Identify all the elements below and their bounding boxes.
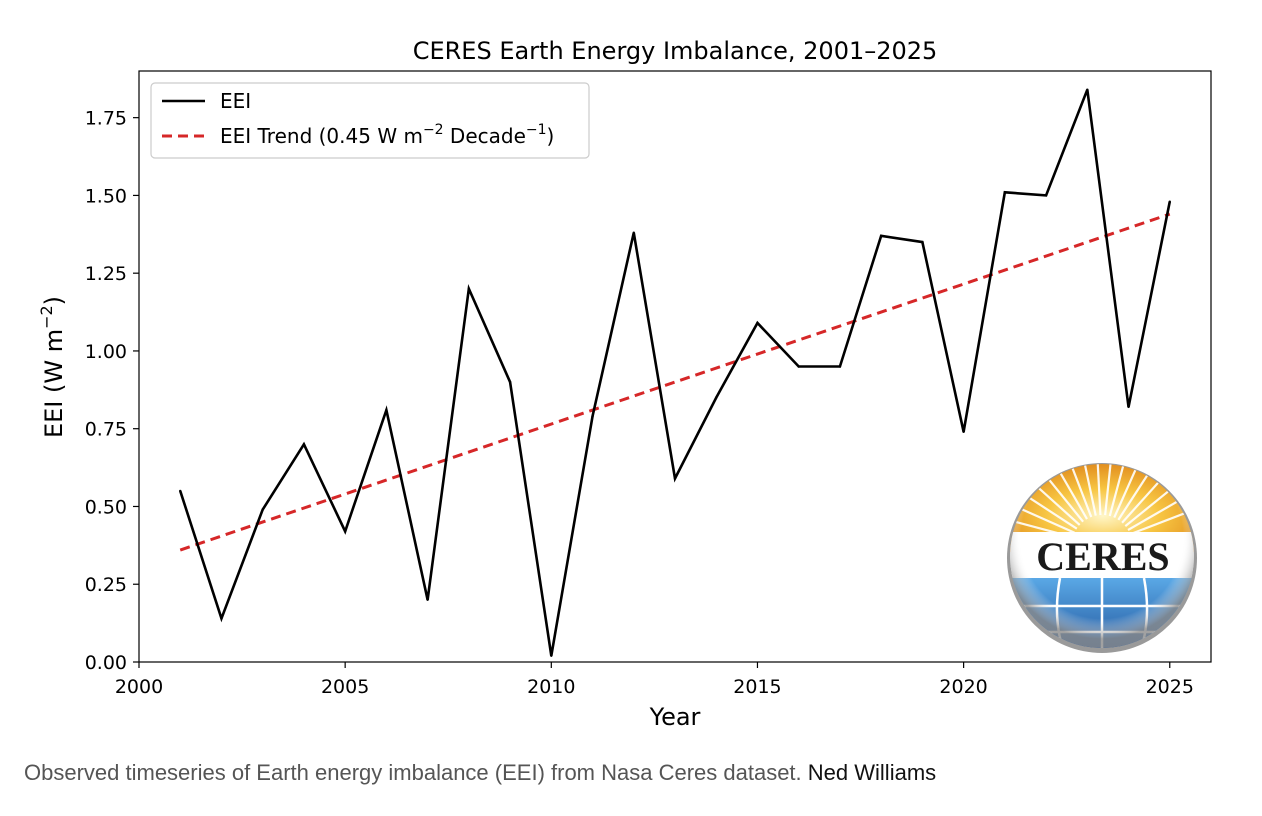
y-tick-label: 1.25 [85,263,127,285]
eei-points [179,88,1171,657]
ceres-logo: CERES [1007,463,1197,653]
eei-data-point [838,365,842,368]
legend: EEI EEI Trend (0.45 W m−2 Decade−1) [150,82,590,159]
legend-trend-label: EEI Trend (0.45 W m−2 Decade−1) [220,122,554,148]
eei-data-point [1168,200,1171,203]
eei-data-point [1044,194,1048,197]
chart-title: CERES Earth Energy Imbalance, 2001–2025 [413,37,938,65]
eei-data-point [508,380,512,384]
eei-data-point [426,598,429,601]
x-axis-label: Year [649,703,701,731]
plot-frame [138,70,1212,663]
y-tick-label: 0.75 [85,419,127,441]
eei-data-point [1127,405,1130,409]
eei-data-point [467,287,471,290]
eei-data-point [261,508,264,511]
eei-data-point [220,617,223,620]
y-tick-label: 0.00 [85,652,127,674]
eei-data-point [1003,191,1007,194]
caption-text: Observed timeseries of Earth energy imba… [24,760,802,785]
figure-caption: Observed timeseries of Earth energy imba… [24,760,936,786]
eei-data-point [1086,88,1089,91]
eei-data-point [921,240,924,244]
x-tick-label: 2025 [1146,676,1194,698]
caption-credit: Ned Williams [807,760,937,785]
eei-data-point [715,396,718,399]
eei-data-point [632,231,635,234]
x-tick-label: 2015 [733,676,781,698]
y-tick-label: 1.50 [85,185,127,207]
ceres-logo-text: CERES [1036,534,1169,579]
x-tick-label: 2010 [527,676,575,698]
eei-data-point [343,530,347,533]
eei-data-point [879,234,883,238]
eei-data-point [673,477,677,480]
eei-data-point [962,430,965,434]
eei-data-point [179,489,182,493]
x-tick-label: 2005 [321,676,369,698]
y-tick-label: 1.75 [85,108,127,130]
y-tick-label: 0.50 [85,496,127,518]
eei-trend-line [179,212,1171,552]
eei-data-point [385,408,388,412]
y-tick-label: 0.25 [85,574,127,596]
eei-data-point [756,321,759,325]
eei-data-point [797,365,800,368]
y-axis-label: EEI (W m−2) [37,296,68,438]
legend-eei-label: EEI [220,89,251,113]
x-tick-label: 2000 [115,676,163,698]
axes-ticks: 2000 2005 2010 2015 2020 2025 0.00 0.25 0.50 0.75… [85,108,1194,698]
eei-data-point [591,415,594,418]
y-tick-label: 1.00 [85,341,127,363]
eei-data-point [550,654,553,657]
eei-data-point [302,443,306,446]
x-tick-label: 2020 [939,676,987,698]
